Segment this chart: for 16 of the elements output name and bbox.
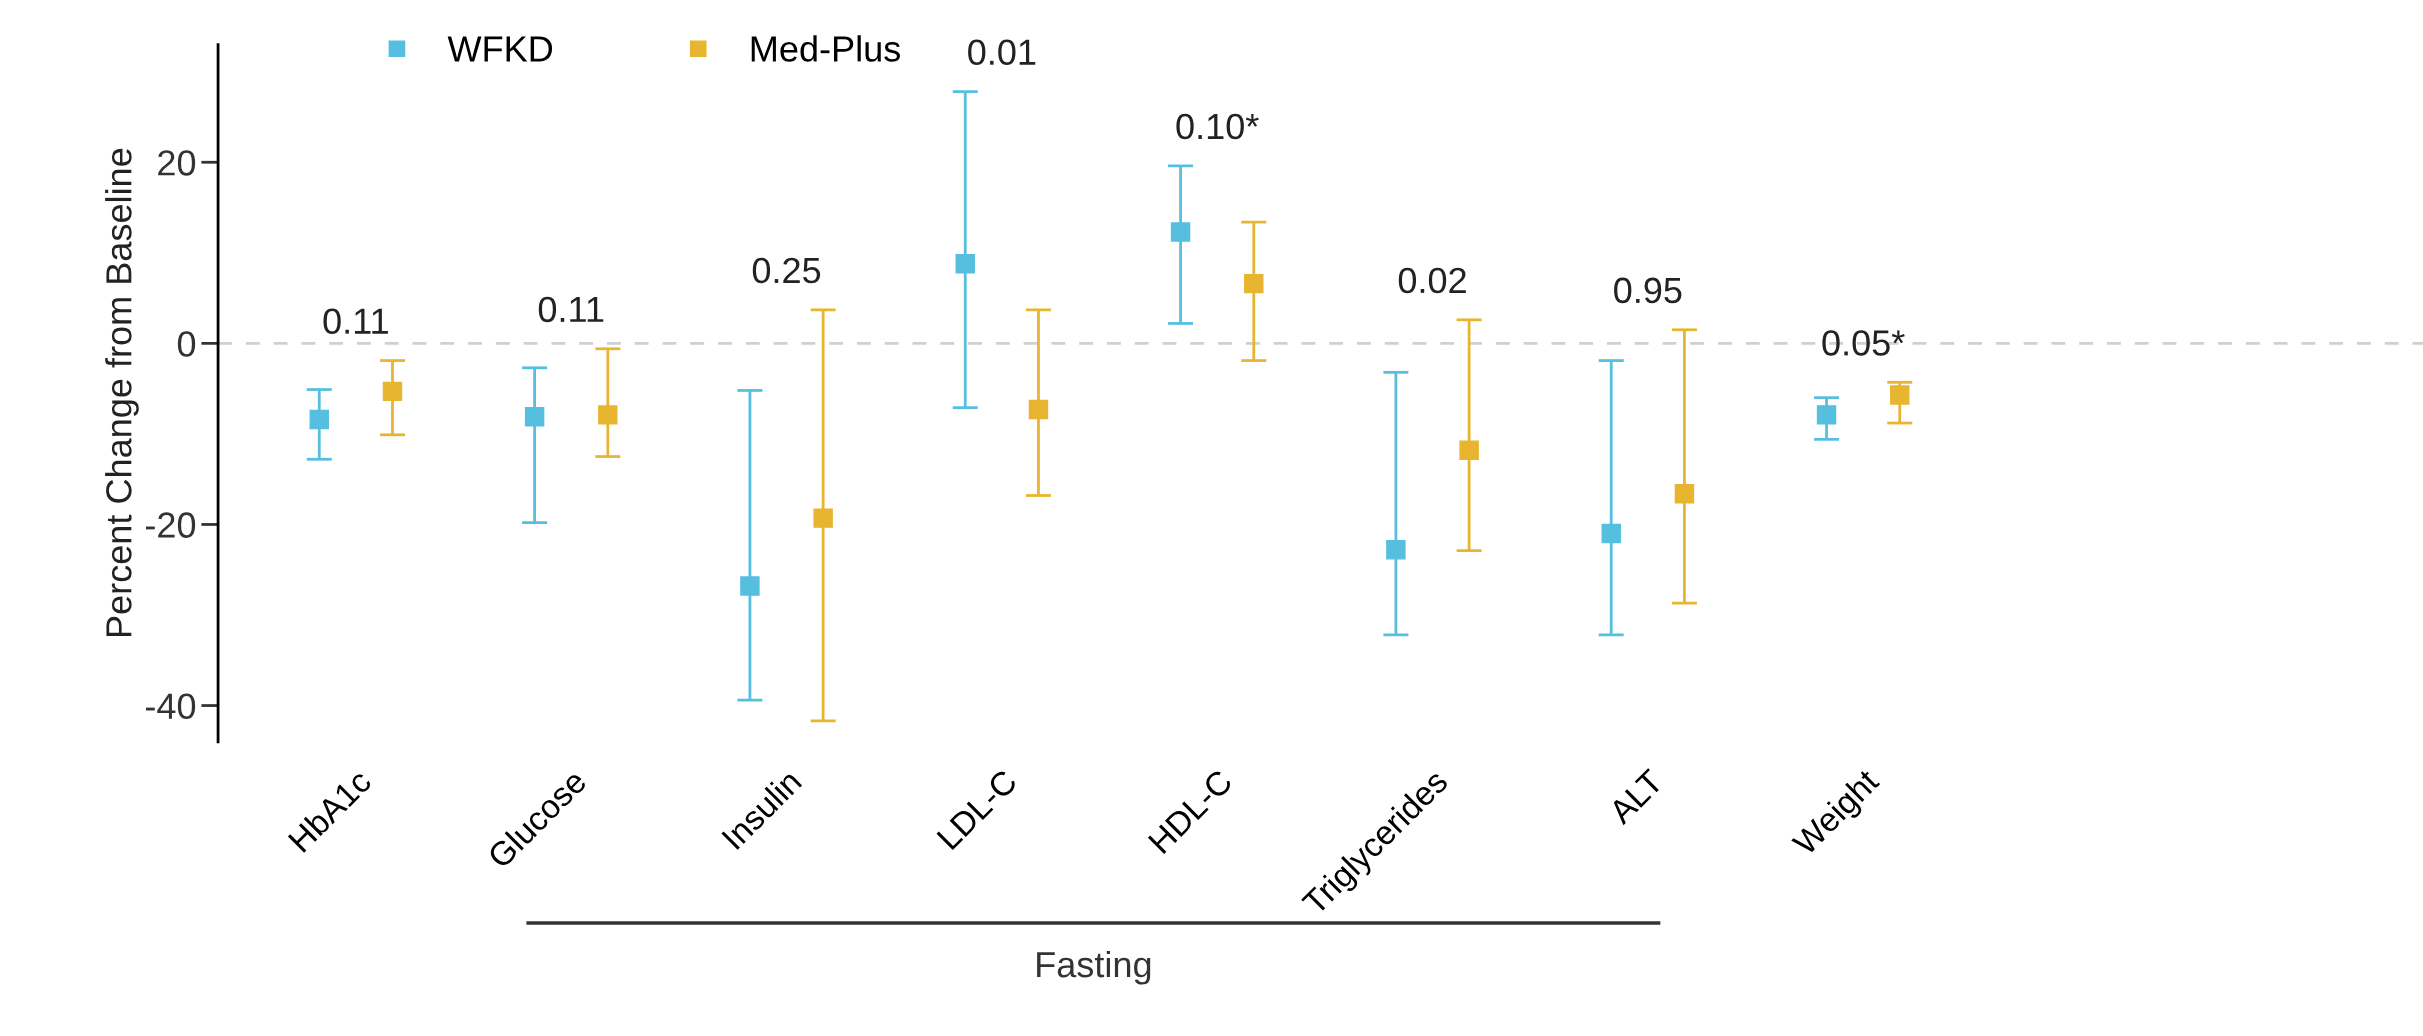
annotation: 0.11 xyxy=(323,308,388,334)
annotation: 0.10* xyxy=(1176,113,1259,140)
legend-label: Med-Plus xyxy=(751,35,901,62)
y-tick-label: -20 xyxy=(145,512,196,538)
legend-label: WFKD xyxy=(447,36,553,62)
annotation: 0.05* xyxy=(1822,330,1905,356)
annotation: 0.11 xyxy=(538,296,604,323)
y-tick-label: 0 xyxy=(177,331,196,357)
y-axis-title: Percent Change from Baseline xyxy=(105,148,139,637)
annotation: 0.01 xyxy=(968,39,1036,66)
y-tick-label: -40 xyxy=(145,693,196,719)
text: Fasting xyxy=(1037,950,1151,985)
annotation: 0.25 xyxy=(752,257,821,284)
y-tick-label: 20 xyxy=(158,150,196,176)
annotation: 0.95 xyxy=(1614,277,1682,304)
annotation: 0.02 xyxy=(1398,267,1466,294)
